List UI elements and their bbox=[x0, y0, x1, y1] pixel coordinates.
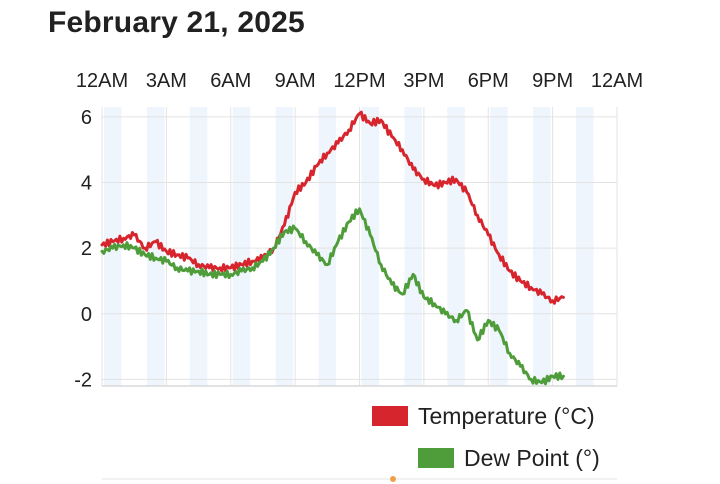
hour-band bbox=[189, 107, 208, 386]
y-axis-tick-labels: 6 4 2 0 -2 bbox=[74, 107, 92, 392]
chart-series-lines bbox=[100, 110, 565, 386]
chart-background-bands bbox=[104, 107, 594, 386]
x-axis-tick-labels: 12AM 3AM 6AM 9AM 12PM 3PM 6PM 9PM 12AM bbox=[76, 70, 643, 92]
y-tick-label: -2 bbox=[74, 369, 92, 391]
legend-label: Temperature (°C) bbox=[418, 403, 595, 429]
series-line-temperature bbox=[100, 110, 565, 305]
y-tick-label: 6 bbox=[81, 107, 92, 129]
x-tick-label: 6AM bbox=[210, 70, 251, 92]
x-tick-label: 3PM bbox=[403, 70, 444, 92]
next-panel-marker bbox=[390, 476, 396, 482]
hour-band bbox=[361, 107, 379, 386]
hour-band bbox=[318, 107, 337, 386]
hour-band bbox=[404, 107, 422, 386]
hour-band bbox=[490, 107, 508, 386]
hour-band bbox=[232, 107, 251, 386]
hour-band bbox=[275, 107, 294, 386]
x-tick-label: 12PM bbox=[333, 70, 385, 92]
x-tick-label: 6PM bbox=[468, 70, 509, 92]
hour-band bbox=[533, 107, 551, 386]
y-tick-label: 0 bbox=[81, 304, 92, 326]
x-tick-label: 3AM bbox=[146, 70, 187, 92]
x-tick-label: 9AM bbox=[275, 70, 316, 92]
chart-gridlines bbox=[101, 107, 618, 387]
chart-legend: Temperature (°C) Dew Point (°) bbox=[372, 403, 600, 471]
hour-band bbox=[146, 107, 165, 386]
next-panel-hint bbox=[102, 476, 617, 482]
legend-swatch bbox=[372, 406, 408, 426]
hour-band bbox=[447, 107, 465, 386]
legend-label: Dew Point (°) bbox=[464, 445, 600, 471]
x-tick-label: 9PM bbox=[532, 70, 573, 92]
y-tick-label: 2 bbox=[81, 238, 92, 260]
x-tick-label: 12AM bbox=[76, 70, 128, 92]
hour-band bbox=[576, 107, 594, 386]
y-tick-label: 4 bbox=[81, 172, 92, 194]
x-tick-label: 12AM bbox=[591, 70, 643, 92]
series-line-dew-point bbox=[100, 207, 565, 386]
legend-swatch bbox=[418, 448, 454, 468]
page-title: February 21, 2025 bbox=[48, 6, 305, 39]
